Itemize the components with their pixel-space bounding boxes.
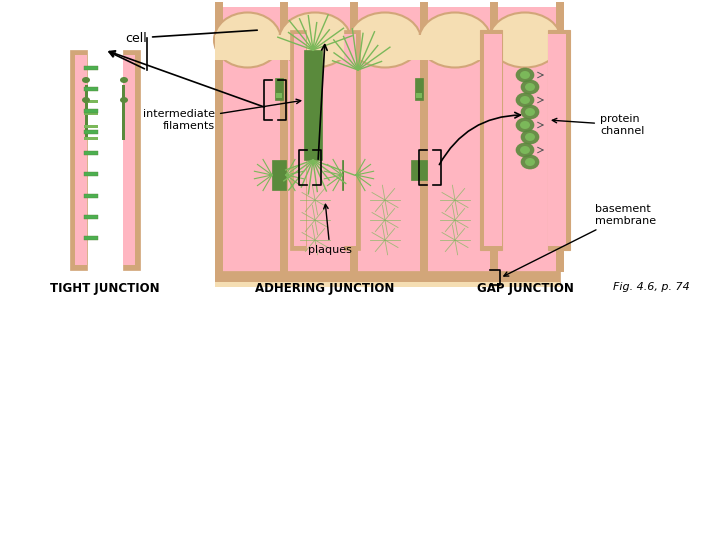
Bar (272, 160, 286, 190)
Ellipse shape (516, 68, 534, 82)
Ellipse shape (525, 108, 535, 116)
Bar (84, 151, 98, 155)
Text: plaques: plaques (308, 204, 352, 255)
Bar (84, 99, 98, 103)
Ellipse shape (521, 80, 539, 94)
Bar (480, 30, 502, 250)
Bar (84, 125, 98, 127)
Ellipse shape (521, 105, 539, 119)
Bar (490, 2, 498, 272)
Bar (84, 87, 98, 90)
Text: protein
channel: protein channel (552, 114, 644, 136)
Bar (215, 35, 560, 60)
Text: Fig. 4.6, p. 74: Fig. 4.6, p. 74 (613, 282, 690, 292)
Bar (215, 2, 223, 272)
Bar (280, 2, 288, 272)
Ellipse shape (349, 12, 421, 68)
Bar (215, 282, 560, 287)
Bar (215, 271, 560, 285)
Text: cell: cell (125, 30, 257, 44)
Bar (548, 34, 566, 246)
Bar (358, 7, 420, 272)
Ellipse shape (82, 77, 90, 83)
Bar (498, 7, 560, 272)
Ellipse shape (516, 118, 534, 132)
Bar (548, 30, 570, 250)
Ellipse shape (120, 97, 128, 103)
Text: GAP JUNCTION: GAP JUNCTION (477, 282, 573, 295)
Text: ADHERING JUNCTION: ADHERING JUNCTION (256, 282, 395, 295)
Bar (276, 93, 282, 98)
Text: TIGHT JUNCTION: TIGHT JUNCTION (50, 282, 160, 295)
Bar (84, 109, 98, 112)
Bar (123, 50, 140, 270)
Bar (84, 172, 98, 176)
Bar (84, 215, 98, 219)
Text: intermediate
filaments: intermediate filaments (143, 99, 301, 131)
Bar (84, 112, 98, 115)
Ellipse shape (520, 146, 530, 154)
Bar (344, 30, 360, 250)
Bar (215, 267, 560, 285)
Bar (428, 7, 490, 272)
Bar (84, 193, 98, 198)
Ellipse shape (525, 133, 535, 141)
Bar (290, 30, 306, 250)
Text: basement
membrane: basement membrane (504, 204, 656, 276)
Ellipse shape (82, 97, 90, 103)
Ellipse shape (516, 143, 534, 157)
Ellipse shape (516, 93, 534, 107)
Ellipse shape (521, 130, 539, 144)
Bar (288, 7, 350, 272)
Bar (84, 137, 98, 140)
Ellipse shape (120, 77, 128, 83)
Ellipse shape (520, 121, 530, 129)
Bar (415, 78, 423, 100)
Ellipse shape (214, 12, 281, 68)
Bar (122, 85, 125, 140)
Bar (345, 78, 353, 100)
Bar (75, 55, 87, 265)
Bar (346, 93, 352, 98)
Bar (70, 50, 87, 270)
Bar (411, 160, 427, 180)
Ellipse shape (525, 158, 535, 166)
Bar (85, 85, 88, 140)
Bar (486, 93, 492, 98)
Bar (84, 66, 98, 70)
Bar (416, 93, 422, 98)
Bar (84, 236, 98, 240)
Bar (484, 34, 502, 246)
Ellipse shape (279, 12, 351, 68)
Bar (350, 2, 358, 272)
Bar (84, 130, 98, 134)
Ellipse shape (520, 71, 530, 79)
Bar (342, 160, 356, 190)
Ellipse shape (521, 155, 539, 169)
Bar (294, 34, 306, 246)
Bar (556, 2, 564, 272)
Bar (223, 7, 280, 272)
Ellipse shape (489, 12, 561, 68)
Ellipse shape (419, 12, 491, 68)
Bar (420, 2, 428, 272)
Ellipse shape (525, 83, 535, 91)
Bar (123, 55, 135, 265)
Bar (84, 87, 98, 91)
Bar (304, 50, 322, 160)
Ellipse shape (520, 96, 530, 104)
Bar (275, 78, 283, 100)
Bar (485, 78, 493, 100)
Bar (344, 34, 356, 246)
